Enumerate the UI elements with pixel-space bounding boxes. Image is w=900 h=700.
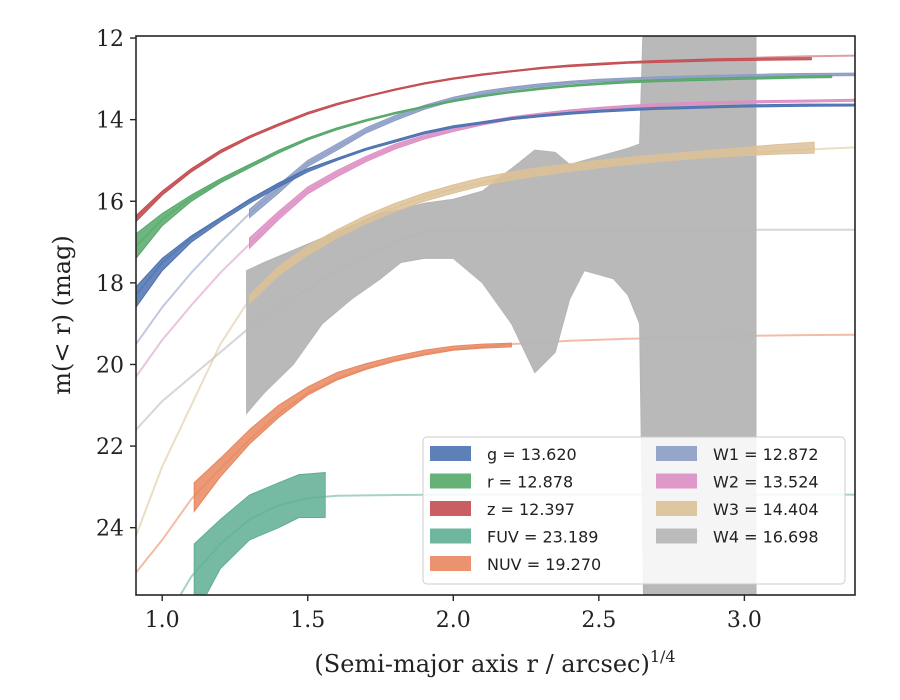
y-tick-label: 16 xyxy=(96,190,124,215)
legend-label-z: z = 12.397 xyxy=(487,500,575,519)
legend-label-w2: W2 = 13.524 xyxy=(713,473,819,492)
legend-label-w1: W1 = 12.872 xyxy=(713,445,819,464)
y-tick-label: 20 xyxy=(96,353,124,378)
x-tick-label: 2.0 xyxy=(436,608,471,633)
plot-area xyxy=(136,36,855,595)
x-tick-label: 3.0 xyxy=(727,608,762,633)
profile-band-w1 xyxy=(249,72,855,219)
profile-band-w4 xyxy=(246,36,757,595)
legend-box xyxy=(422,436,846,585)
legend-label-g: g = 13.620 xyxy=(487,445,577,464)
y-axis-title: m(< r) (mag) xyxy=(48,235,76,394)
y-tick-label: 12 xyxy=(96,27,124,52)
legend-label-fuv: FUV = 23.189 xyxy=(487,528,598,547)
legend-swatch-w1 xyxy=(656,446,697,461)
y-tick-label: 22 xyxy=(96,435,124,460)
profile-band-fuv xyxy=(193,472,326,595)
y-axis: 12 14 16 18 20 22 24 xyxy=(96,27,136,542)
profile-band-nuv xyxy=(193,342,512,513)
plot-frame xyxy=(135,35,856,596)
legend-label-w3: W3 = 14.404 xyxy=(713,500,819,519)
y-tick-label: 14 xyxy=(96,109,124,134)
legend-swatch-w4 xyxy=(656,528,697,544)
x-tick-label: 1.0 xyxy=(145,608,180,633)
legend-label-nuv: NUV = 19.270 xyxy=(487,555,601,574)
x-axis-title: (Semi-major axis r / arcsec)1/4 xyxy=(314,647,675,678)
profile-band-w3 xyxy=(249,141,815,305)
x-tick-label: 2.5 xyxy=(581,608,616,633)
legend-label-r: r = 12.878 xyxy=(487,473,573,492)
legend-swatch-w2 xyxy=(656,473,697,489)
x-tick-label: 1.5 xyxy=(290,608,325,633)
legend-label-w4: W4 = 16.698 xyxy=(713,528,819,547)
legend-swatch-fuv xyxy=(430,528,471,544)
legend-swatch-r xyxy=(430,473,471,489)
legend: g = 13.620 r = 12.878 z = 12.397 FUV = 23.1… xyxy=(422,436,846,585)
legend-swatch-nuv xyxy=(430,556,471,571)
x-axis-title-text: (Semi-major axis r / arcsec) xyxy=(314,650,649,678)
x-axis-title-exponent: 1/4 xyxy=(650,647,676,666)
y-tick-label: 24 xyxy=(96,517,124,542)
legend-swatch-w3 xyxy=(656,501,697,516)
legend-swatch-g xyxy=(430,446,471,461)
profile-band-r xyxy=(136,75,833,260)
profile-band-z xyxy=(136,57,812,223)
profile-band-g xyxy=(136,103,855,309)
y-tick-label: 18 xyxy=(96,272,124,297)
x-axis: 1.0 1.5 2.0 2.5 3.0 xyxy=(145,595,762,633)
legend-swatch-z xyxy=(430,501,471,516)
